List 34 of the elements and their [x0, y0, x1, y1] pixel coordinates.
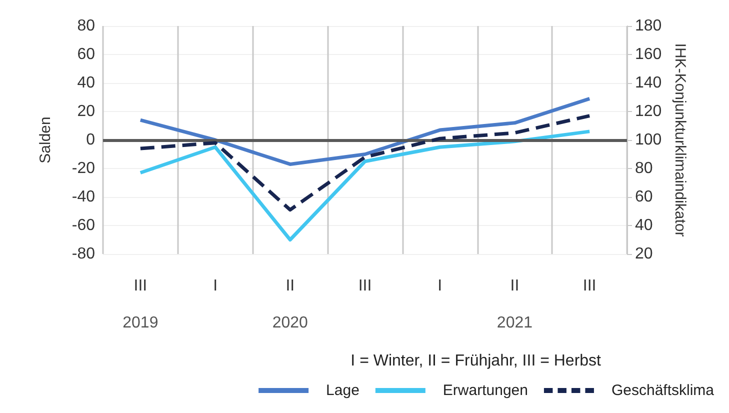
y-tick-label: -40 — [72, 188, 96, 206]
legend-label: Lage — [326, 382, 360, 399]
y2-tick-label: 100 — [635, 132, 662, 148]
y2-tick-label: 20 — [635, 246, 653, 262]
y-tick-label: -60 — [72, 217, 96, 234]
y2-tick-label: 40 — [635, 217, 653, 234]
y-tick-label: 0 — [86, 132, 96, 148]
y-axis-title: Salden — [37, 116, 54, 164]
x-tick-label: I — [438, 278, 442, 294]
y-tick-label: 60 — [77, 46, 96, 63]
y-tick-label: -80 — [72, 246, 96, 262]
y-tick-label: -20 — [72, 160, 96, 177]
y-tick-label: 20 — [77, 103, 96, 120]
y2-tick-label: 180 — [635, 18, 662, 34]
y2-axis-title: IHK-Konjunkturklimaindikator — [672, 43, 689, 237]
category-label: II 2020 — [272, 278, 308, 332]
line-series — [138, 130, 592, 242]
legend-label: Erwartungen — [442, 382, 528, 399]
x-tick-label: III — [582, 278, 596, 294]
x-tick-label: III — [358, 278, 372, 294]
legend-label: Geschäftsklima — [611, 382, 715, 399]
y2-tick-label: 80 — [635, 160, 653, 177]
text: I = Winter, II = Frühjahr, III = Herbst — [350, 352, 602, 370]
y2-tick-label: 140 — [635, 74, 662, 92]
line-series — [138, 96, 592, 166]
y-tick-label: 40 — [77, 74, 96, 92]
line-series — [138, 114, 592, 212]
y-tick-label: 80 — [77, 18, 96, 34]
y2-tick-label: 160 — [635, 46, 662, 63]
x-tick-label: I — [213, 278, 218, 294]
y2-tick-label: 120 — [635, 103, 662, 120]
category-label: III 2019 — [122, 278, 158, 332]
category-label: II 2021 — [496, 278, 533, 332]
y2-tick-label: 60 — [635, 188, 653, 206]
